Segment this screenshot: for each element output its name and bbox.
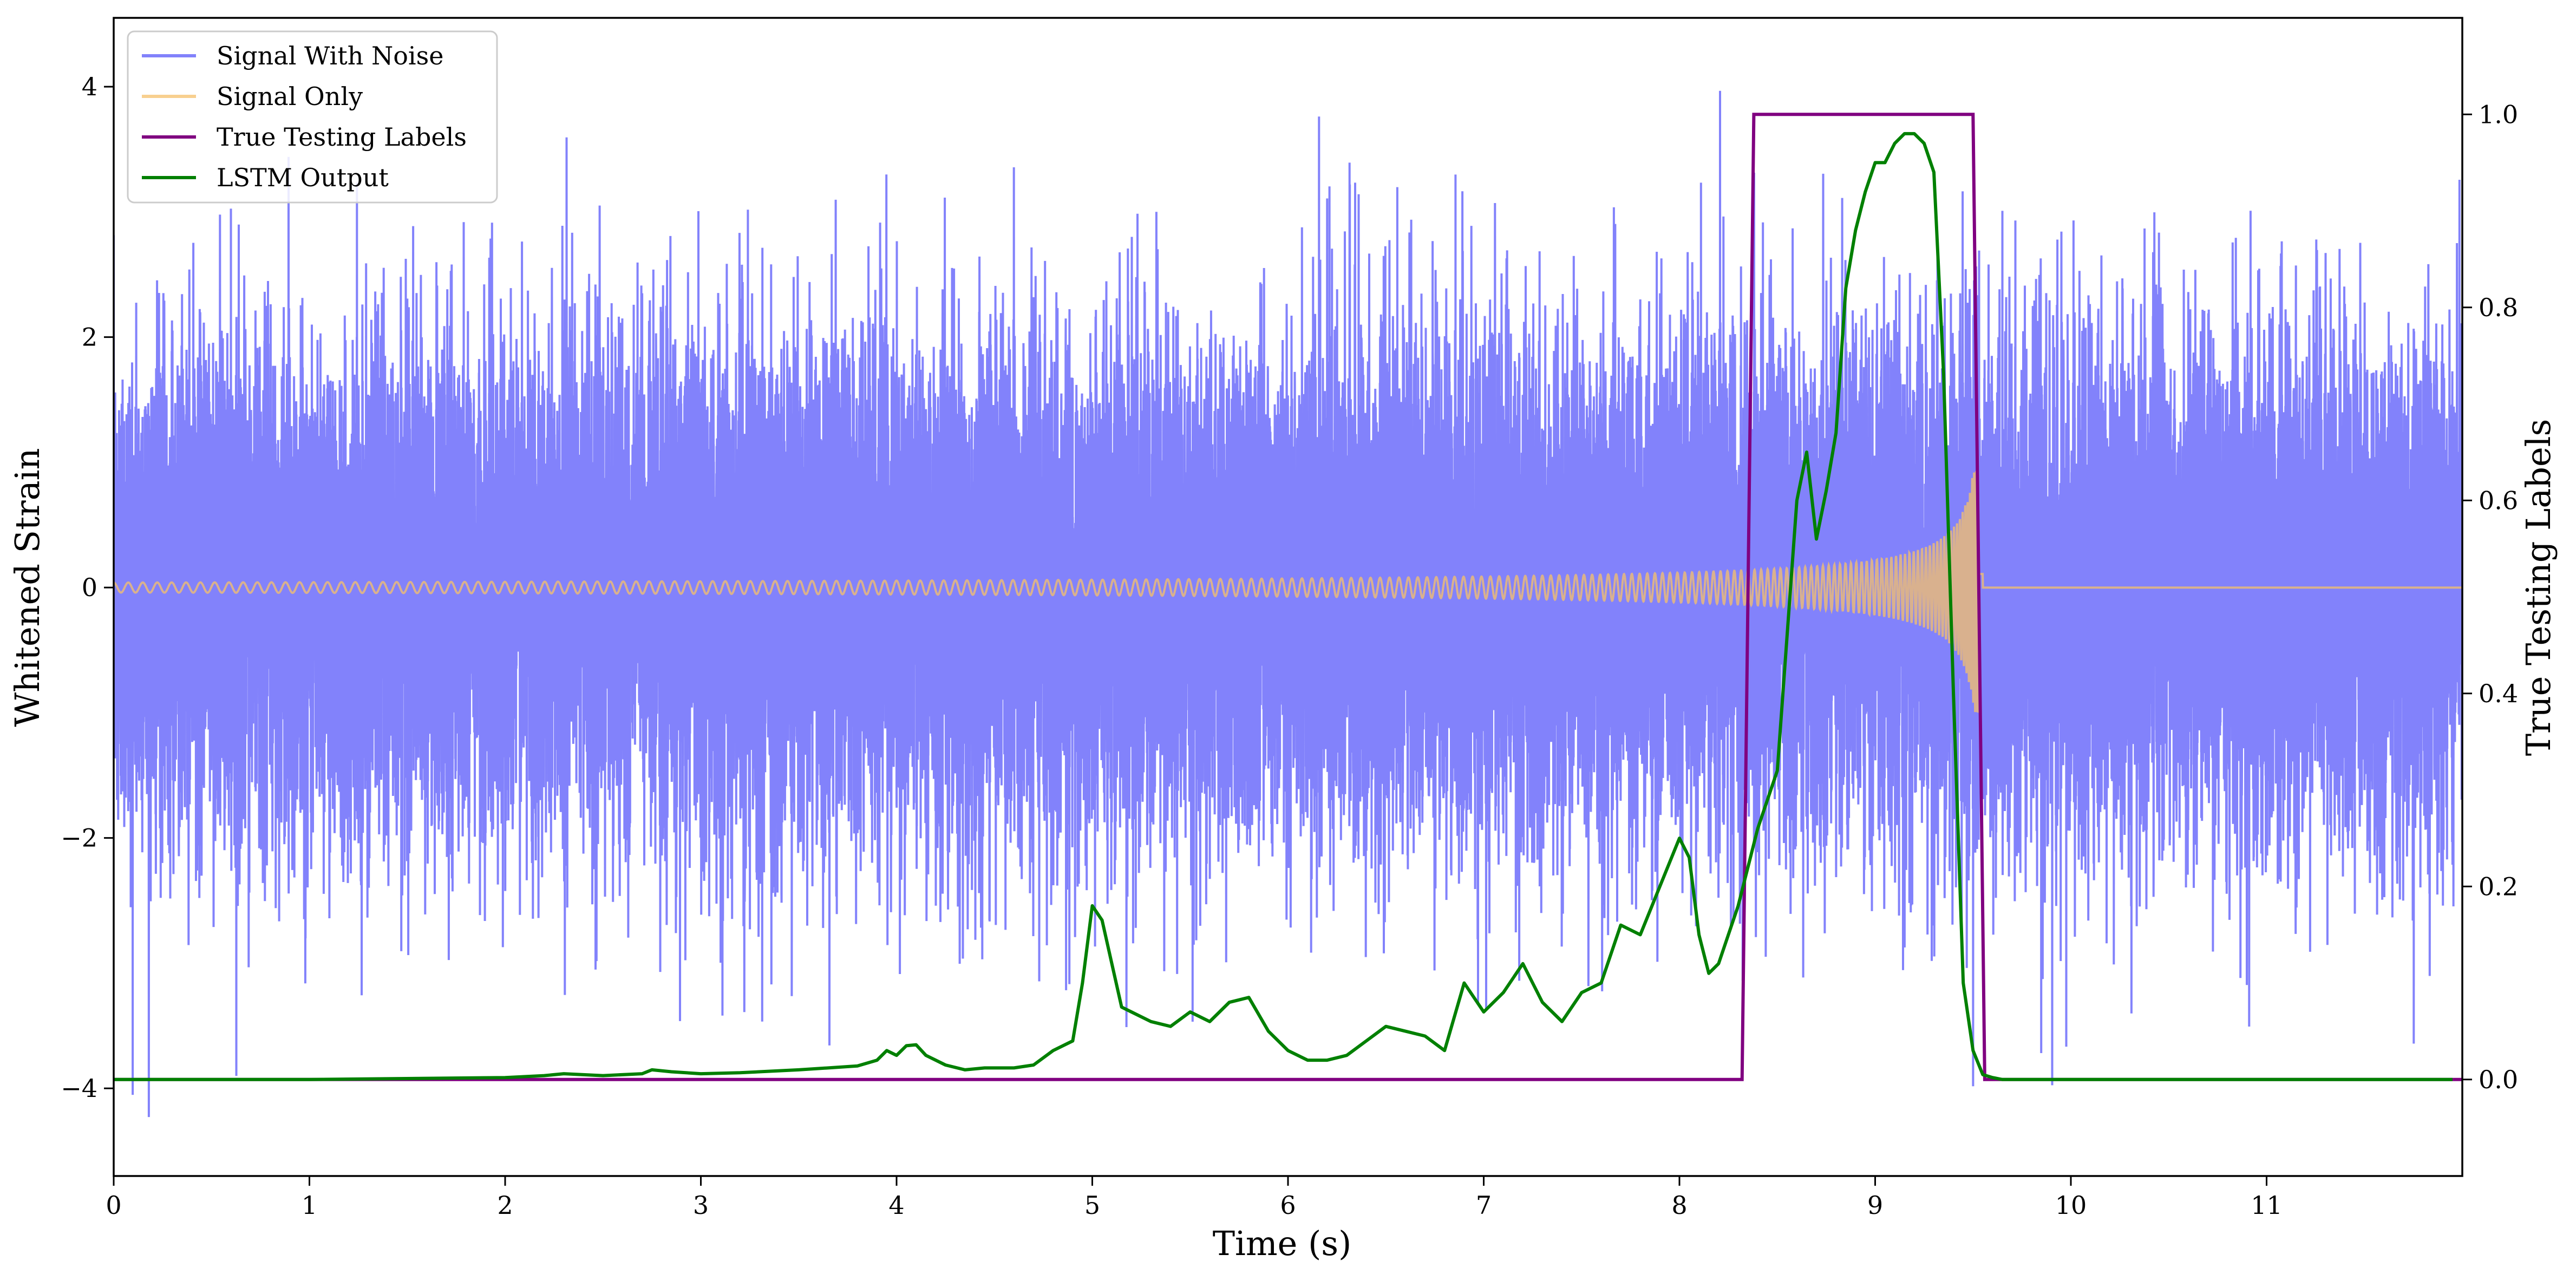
x-tick-label: 4 [888, 1191, 904, 1220]
series-lstm-output-line [114, 132, 2453, 1081]
y-axis-label-left: Whitened Strain [8, 448, 47, 727]
x-tick-label: 3 [693, 1191, 709, 1220]
legend: Signal With Noise Signal Only True Testing… [127, 30, 498, 204]
x-tick-label: 0 [106, 1191, 121, 1220]
x-tick-label: 8 [1671, 1191, 1687, 1220]
x-tick-label: 1 [302, 1191, 317, 1220]
y-left-tick-label: 0 [82, 573, 97, 602]
x-tick-label: 11 [2251, 1191, 2283, 1220]
y-right-tick-label: 0.6 [2479, 486, 2518, 515]
legend-label: True Testing Labels [217, 122, 467, 152]
x-tick-label: 5 [1084, 1191, 1100, 1220]
y-axis-label-right: True Testing Labels [2519, 419, 2558, 756]
plot-clip-group [114, 90, 2462, 1118]
x-axis-label: Time (s) [1213, 1224, 1352, 1263]
series-signal-only-line [114, 462, 2462, 713]
series-signal-with-noise-line [114, 90, 2462, 1118]
y-right-tick-label: 0.2 [2479, 872, 2518, 901]
y-right-tick-label: 1.0 [2479, 100, 2518, 129]
legend-box [127, 30, 498, 204]
y-left-tick-label: 2 [82, 323, 97, 352]
legend-label: Signal Only [217, 82, 363, 111]
x-tick-label: 10 [2055, 1191, 2087, 1220]
x-tick-label: 7 [1476, 1191, 1492, 1220]
plot-area [114, 90, 2462, 1118]
y-left-tick-label: −4 [61, 1074, 97, 1103]
x-tick-label: 2 [497, 1191, 513, 1220]
y-left-tick-label: 4 [82, 72, 97, 101]
y-right-tick-label: 0.4 [2479, 679, 2518, 708]
legend-label: Signal With Noise [217, 41, 443, 70]
axes: 0 1 2 3 4 5 6 7 8 9 10 11 −4 −2 0 2 4 0.0 0.2 0.4 0.6 0.8 1.0 [61, 17, 2518, 1220]
x-tick-label: 9 [1867, 1191, 1883, 1220]
y-right-tick-label: 0.8 [2479, 293, 2518, 322]
y-right-tick-label: 0.0 [2479, 1065, 2518, 1094]
legend-label: LSTM Output [217, 163, 389, 192]
y-left-tick-label: −2 [61, 824, 97, 853]
x-tick-label: 6 [1280, 1191, 1296, 1220]
